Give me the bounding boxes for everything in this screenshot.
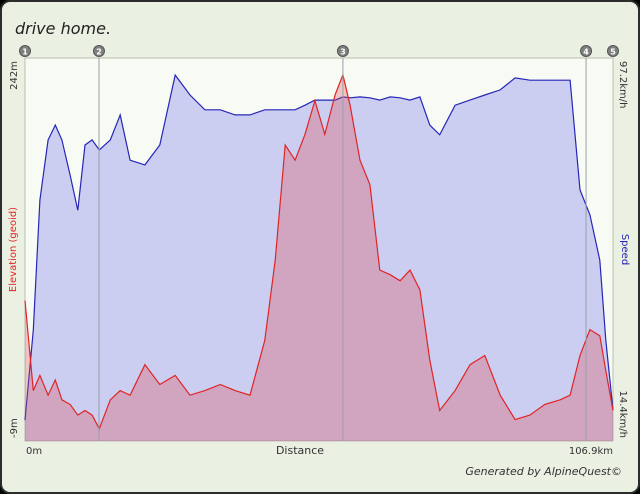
chart-title: drive home. (15, 19, 111, 38)
marker-badge (336, 45, 349, 57)
axis-title: Elevation (geoid) (8, 207, 19, 292)
marker-label: 3 (340, 48, 346, 57)
marker-label: 4 (583, 48, 589, 57)
area (25, 75, 613, 441)
line (24, 72, 614, 431)
y2-tick-label: 97.2km/h (617, 61, 628, 109)
marker-badge (19, 45, 31, 57)
marker-label: 2 (96, 48, 102, 57)
axis-title: Speed (619, 234, 630, 265)
x-tick-label: 0m (26, 446, 42, 457)
x-tick-label: 106.9km (569, 446, 613, 457)
marker-label: 5 (610, 48, 616, 57)
marker-badge (607, 45, 619, 57)
marker-badge (92, 45, 105, 57)
area (25, 74, 613, 442)
y-tick-label: 242m (9, 61, 20, 90)
y2-tick-label: 14.4km/h (617, 390, 628, 438)
marker-label: 1 (22, 48, 28, 57)
x-axis-label: Distance (276, 444, 324, 457)
y-tick-label: -9m (9, 418, 20, 438)
plot-area (24, 57, 614, 442)
footer: Generated by AlpineQuest© (465, 465, 622, 478)
marker-badge (580, 45, 593, 57)
